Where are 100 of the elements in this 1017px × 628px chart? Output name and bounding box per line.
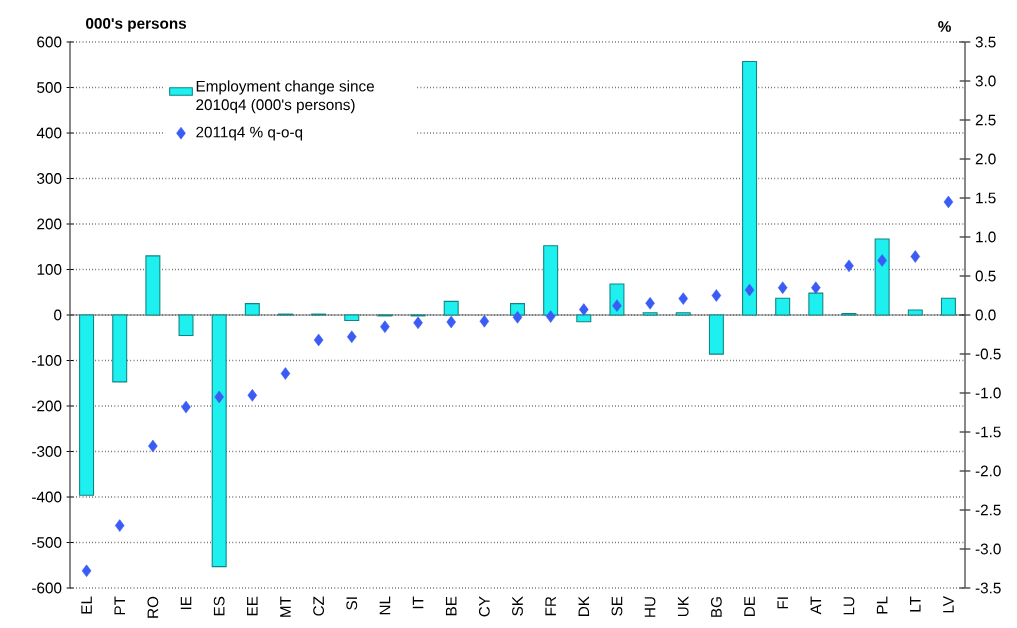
- x-tick-label: DE: [744, 596, 755, 616]
- y-axis-title: 000's persons: [86, 18, 187, 32]
- point: [413, 316, 423, 330]
- y2-tick-label: 3.5: [975, 36, 996, 48]
- y-tick-label: 300: [37, 173, 62, 184]
- x-tick-label: EE: [247, 596, 258, 616]
- legend-label: 2011q4 % q-o-q: [196, 126, 303, 141]
- point: [910, 250, 921, 263]
- bar: [808, 292, 824, 316]
- point: [81, 564, 92, 578]
- bar: [642, 312, 658, 316]
- point: [479, 314, 490, 328]
- x-tick-label: HU: [644, 597, 656, 617]
- point: [545, 310, 556, 323]
- point: [777, 281, 788, 294]
- y-tick-label: 600: [37, 36, 62, 48]
- point: [744, 283, 755, 297]
- x-tick-label: ES: [213, 596, 225, 616]
- y2-tick-label: -1.0: [975, 387, 1001, 399]
- x-tick-label: UK: [677, 596, 689, 617]
- bar: [443, 300, 459, 316]
- x-tick-label: MT: [280, 596, 291, 617]
- point: [114, 519, 125, 532]
- point: [943, 195, 954, 209]
- x-tick-label: SE: [611, 596, 623, 616]
- bar: [112, 314, 128, 383]
- x-tick-label: BE: [445, 596, 457, 616]
- x-tick-label: FI: [777, 597, 788, 609]
- point: [247, 389, 258, 402]
- y2-axis-title: %: [938, 21, 951, 32]
- point: [645, 297, 655, 310]
- x-tick-label: DK: [578, 596, 590, 616]
- y-tick-label: -200: [32, 400, 62, 412]
- bar: [543, 245, 559, 316]
- bar: [145, 255, 161, 316]
- y2-tick-label: 2.0: [975, 153, 996, 165]
- bar: [576, 314, 592, 323]
- x-tick-label: PL: [876, 596, 888, 614]
- x-tick-label: IT: [412, 596, 424, 609]
- y2-tick-label: 0.0: [975, 309, 996, 321]
- bar: [675, 312, 691, 316]
- y-tick-label: 400: [36, 127, 62, 139]
- y-tick-label: 200: [37, 218, 62, 230]
- y2-tick-label: 1.5: [976, 192, 996, 204]
- x-tick-label: LT: [910, 596, 921, 612]
- y2-tick-label: 3.0: [975, 75, 996, 87]
- y-tick-label: -400: [32, 491, 62, 503]
- y-tick-label: -500: [32, 537, 62, 548]
- point: [313, 333, 324, 347]
- y-tick-label: 100: [37, 264, 62, 275]
- point: [446, 315, 456, 329]
- point: [711, 289, 722, 302]
- bar: [344, 314, 360, 321]
- y-tick-label: -100: [32, 355, 62, 366]
- bar: [907, 309, 923, 316]
- x-tick-label: EL: [81, 596, 92, 614]
- y2-tick-label: -2.5: [975, 504, 1001, 516]
- x-tick-label: LU: [843, 597, 855, 615]
- bar: [79, 314, 95, 496]
- y2-tick-label: -3.0: [975, 543, 1001, 555]
- x-tick-label: SK: [512, 596, 523, 616]
- bar: [775, 297, 791, 316]
- y2-tick-label: 1.0: [976, 231, 996, 243]
- point: [579, 303, 589, 316]
- legend-label: Employment change since 2010q4 (000's persons): [196, 80, 374, 114]
- x-tick-label: PT: [114, 596, 125, 615]
- point: [214, 390, 224, 404]
- point: [148, 439, 158, 453]
- bar: [940, 297, 956, 316]
- bar: [211, 314, 227, 568]
- x-tick-label: NL: [379, 596, 391, 615]
- point: [280, 367, 291, 380]
- y-tick-label: 500: [37, 82, 62, 93]
- point: [678, 292, 688, 305]
- y-tick-label: -300: [32, 446, 62, 457]
- y2-tick-label: -0.5: [975, 348, 1001, 360]
- x-tick-label: CZ: [313, 596, 325, 616]
- x-tick-label: SI: [346, 597, 358, 610]
- y2-tick-label: -3.5: [975, 582, 1001, 594]
- x-tick-label: LV: [943, 596, 954, 613]
- point: [347, 330, 357, 344]
- point: [380, 320, 390, 333]
- point: [811, 281, 821, 294]
- x-tick-label: FR: [545, 596, 556, 616]
- y-tick-label: 0: [54, 309, 62, 321]
- bar: [874, 238, 890, 316]
- bar: [708, 314, 724, 355]
- x-tick-label: AT: [810, 596, 822, 615]
- x-tick-label: BG: [710, 597, 722, 617]
- y2-tick-label: 2.5: [975, 114, 996, 126]
- point: [844, 259, 854, 273]
- bar: [742, 61, 758, 316]
- y-tick-label: -600: [32, 582, 62, 594]
- y2-tick-label: 0.5: [975, 270, 996, 282]
- x-tick-label: IE: [180, 596, 192, 610]
- bar: [178, 314, 194, 336]
- x-tick-label: RO: [147, 596, 159, 618]
- x-tick-label: CY: [478, 596, 490, 617]
- point: [181, 400, 191, 414]
- point: [877, 254, 887, 267]
